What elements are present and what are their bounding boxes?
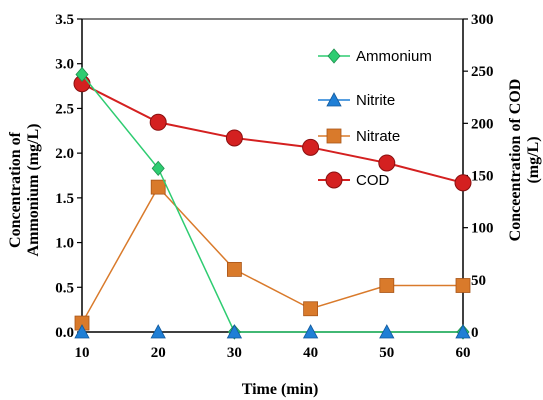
left-tick-label: 1.0 — [55, 236, 74, 252]
x-axis-title: Time (min) — [242, 381, 319, 398]
x-tick-label: 60 — [456, 345, 471, 361]
series-line-ammonium — [81, 73, 463, 333]
left-axis-title-line-1: Concentration of — [7, 131, 24, 248]
series-nitrite — [74, 324, 471, 339]
legend-marker-cod — [325, 171, 343, 189]
legend-item-ammonium: Ammonium — [318, 48, 432, 65]
right-axis-title-line-2: (mg/L) — [525, 136, 542, 183]
series-line-nitrate — [81, 185, 463, 324]
data-point-nitrate — [379, 278, 395, 293]
legend-marker-ammonium — [327, 48, 341, 64]
x-tick-label: 50 — [379, 345, 394, 361]
left-tick-label: 0.5 — [55, 280, 74, 296]
series-line-cod — [81, 82, 464, 184]
x-tick-label: 30 — [227, 345, 242, 361]
legend-label: COD — [356, 172, 390, 189]
right-tick-label: 300 — [471, 12, 494, 28]
right-tick-label: 150 — [471, 169, 494, 185]
data-point-nitrate — [455, 278, 471, 293]
left-tick-label: 3.5 — [55, 12, 74, 28]
x-tick-label: 40 — [303, 345, 318, 361]
data-point-cod — [149, 113, 167, 131]
data-point-nitrate — [150, 179, 166, 195]
legend-label: Nitrate — [356, 128, 400, 145]
data-point-cod — [302, 138, 320, 156]
legend-label: Nitrite — [356, 92, 395, 109]
data-point-nitrite — [150, 324, 166, 339]
series-nitrate — [74, 179, 471, 331]
data-point-nitrate — [226, 261, 242, 277]
legend-marker-nitrite — [326, 92, 342, 107]
series-layer — [73, 66, 472, 340]
data-point-nitrite — [226, 324, 243, 339]
legend-item-nitrate: Nitrate — [318, 128, 400, 145]
left-axis-ticks: 0.0 0.5 1.0 1.5 2.0 2.5 3.0 3.5 — [55, 12, 82, 341]
x-tick-label: 10 — [75, 345, 90, 361]
left-tick-label: 2.5 — [55, 101, 74, 117]
data-point-nitrite — [74, 324, 90, 339]
data-point-nitrite — [379, 324, 395, 339]
right-tick-label: 50 — [471, 273, 486, 289]
right-tick-label: 0 — [471, 325, 479, 341]
x-axis-ticks: 10 20 30 40 50 60 — [75, 332, 471, 361]
legend: Ammonium Nitrite Nitrate COD — [318, 48, 432, 189]
data-point-cod — [454, 174, 472, 192]
left-tick-label: 0.0 — [55, 325, 74, 341]
legend-item-nitrite: Nitrite — [318, 92, 395, 109]
data-point-nitrate — [303, 301, 319, 317]
data-point-nitrite — [302, 324, 319, 339]
series-cod — [73, 75, 472, 192]
data-point-cod — [378, 154, 396, 172]
left-tick-label: 3.0 — [55, 57, 74, 73]
legend-label: Ammonium — [356, 48, 432, 65]
data-point-nitrite — [455, 324, 471, 339]
x-tick-label: 20 — [151, 345, 166, 361]
right-axis-title-line-1: Conceentration of COD — [507, 79, 524, 242]
left-axis-title: Concentration of Ammonium (mg/L) — [7, 124, 42, 257]
right-tick-label: 100 — [471, 221, 494, 237]
left-tick-label: 1.5 — [55, 191, 74, 207]
legend-marker-nitrate — [326, 128, 342, 144]
right-axis-title: Conceentration of COD (mg/L) — [507, 79, 542, 242]
data-point-ammonium — [75, 66, 89, 83]
left-axis-title-line-2: Ammonium (mg/L) — [25, 124, 42, 257]
data-point-cod — [225, 129, 243, 147]
data-point-ammonium — [151, 160, 165, 176]
legend-item-cod: COD — [318, 171, 390, 189]
series-ammonium — [75, 66, 470, 340]
right-tick-label: 250 — [471, 64, 494, 80]
left-tick-label: 2.0 — [55, 146, 74, 162]
right-tick-label: 200 — [471, 116, 494, 132]
